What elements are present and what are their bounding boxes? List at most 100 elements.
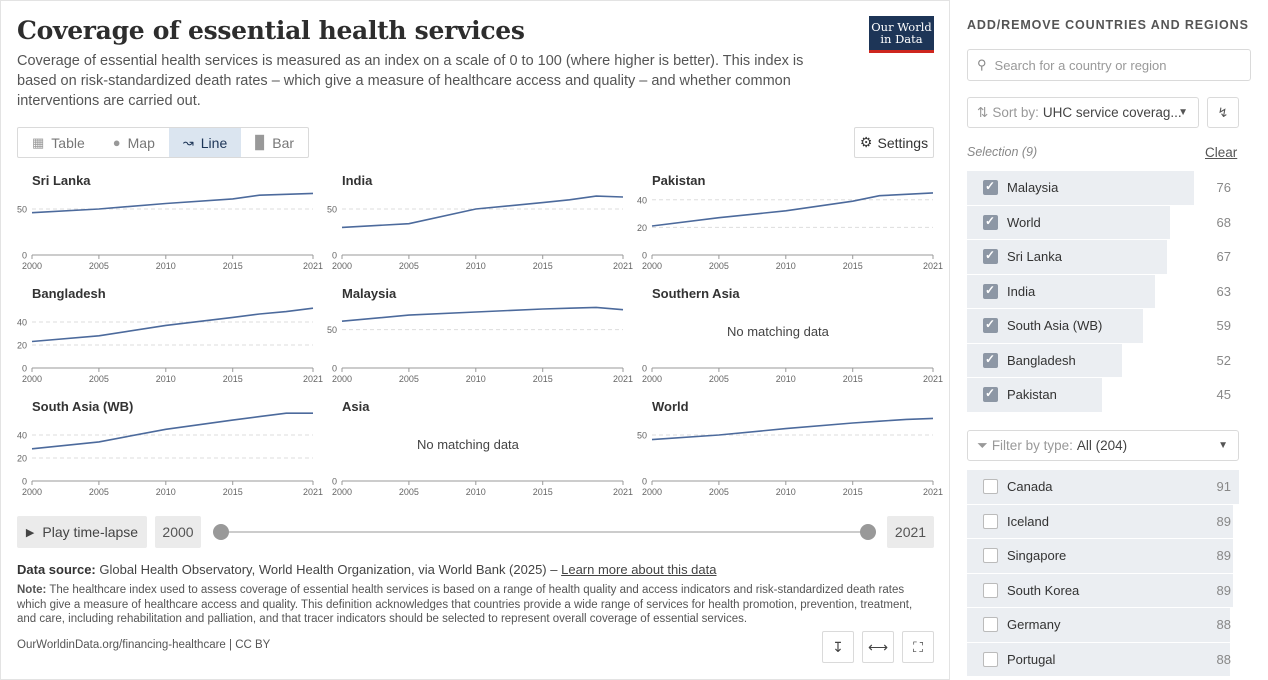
x-tick-label: 2010: [156, 374, 176, 384]
play-timelapse-button[interactable]: ▶ Play time-lapse: [17, 516, 147, 548]
x-tick-label: 2005: [709, 374, 729, 384]
x-tick-label: 2010: [156, 261, 176, 271]
filter-icon: ⏷: [977, 437, 988, 453]
list-item[interactable]: Portugal 88: [967, 642, 1239, 677]
checkbox-checked[interactable]: [983, 179, 998, 195]
chart-panel[interactable]: India 0 50 2000 2005 2010 2015 2021: [327, 173, 633, 273]
chart-panel[interactable]: Bangladesh 0 20 40 2000 2005 2010 2015 2021: [17, 286, 323, 386]
checkbox-checked[interactable]: [983, 386, 998, 402]
page-subtitle: Coverage of essential health services is…: [17, 53, 804, 109]
checkbox-unchecked[interactable]: [983, 582, 998, 598]
timeline-start-handle[interactable]: [213, 524, 229, 540]
share-button[interactable]: ⟷: [862, 631, 894, 663]
list-item[interactable]: Singapore 89: [967, 539, 1239, 574]
series-line: [31, 412, 313, 450]
fullscreen-button[interactable]: ⛶: [902, 631, 934, 663]
y-tick-label: 0: [332, 477, 337, 487]
y-tick-label: 0: [642, 364, 647, 374]
y-tick-label: 50: [327, 325, 337, 335]
sort-select[interactable]: ⇅ Sort by: UHC service coverag... ▼: [967, 97, 1199, 128]
source-text: Global Health Observatory, World Health …: [99, 562, 558, 577]
checkbox-checked[interactable]: [983, 317, 998, 333]
learn-more-link[interactable]: Learn more about this data: [561, 562, 717, 577]
series-line: [31, 307, 314, 343]
checkbox-checked[interactable]: [983, 352, 998, 368]
panel-title: Asia: [342, 399, 370, 414]
filter-select[interactable]: ⏷ Filter by type: All (204) ▼: [967, 430, 1239, 461]
checkbox-unchecked[interactable]: [983, 651, 998, 667]
list-item[interactable]: Malaysia 76: [967, 171, 1239, 206]
panel-svg: 0 50 2000 2005 2010 2015 2021: [327, 306, 633, 384]
end-year-box[interactable]: 2021: [887, 516, 934, 548]
sort-label: Sort by:: [992, 105, 1039, 120]
x-tick-label: 2005: [89, 487, 109, 497]
x-tick-label: 2000: [22, 374, 42, 384]
list-item[interactable]: World 68: [967, 205, 1239, 240]
timeline-end-handle[interactable]: [860, 524, 876, 540]
view-tabs: ▦ Table ● Map ↝ Line ▉ Bar: [17, 127, 310, 158]
timeline-track[interactable]: [221, 531, 868, 533]
tab-map[interactable]: ● Map: [99, 128, 169, 157]
checkbox-unchecked[interactable]: [983, 617, 998, 632]
country-value: 45: [1216, 387, 1231, 402]
start-year-box[interactable]: 2000: [155, 516, 201, 548]
chart-panel[interactable]: Malaysia 0 50 2000 2005 2010 2015 2021: [327, 286, 633, 386]
list-item[interactable]: Iceland 89: [967, 504, 1239, 539]
sidebar-heading: ADD/REMOVE COUNTRIES AND REGIONS: [967, 18, 1249, 32]
checkbox-unchecked[interactable]: [983, 513, 998, 529]
tab-line[interactable]: ↝ Line: [168, 128, 242, 157]
list-item[interactable]: Sri Lanka 67: [967, 240, 1239, 275]
value-bar: [967, 470, 1239, 504]
list-item[interactable]: Bangladesh 52: [967, 343, 1239, 378]
x-tick-label: 2005: [399, 487, 419, 497]
clear-button[interactable]: Clear: [1205, 145, 1238, 160]
x-tick-label: 2021: [613, 487, 633, 497]
list-item[interactable]: Canada 91: [967, 470, 1239, 505]
gear-icon: ⚙: [859, 134, 873, 150]
series-line: [31, 192, 314, 214]
chart-panel[interactable]: Asia 0 2000 2005 2010 2015 2021 No matching dat…: [327, 399, 633, 499]
chart-panel[interactable]: South Asia (WB) 0 20 40 2000 2005 2010 2015 2021: [17, 399, 323, 499]
x-tick-label: 2010: [466, 374, 486, 384]
settings-button[interactable]: ⚙ Settings: [854, 127, 934, 158]
panel-title: Southern Asia: [652, 286, 740, 301]
list-item[interactable]: Pakistan 45: [967, 378, 1239, 413]
checkbox-checked[interactable]: [983, 248, 998, 264]
x-tick-label: 2021: [923, 487, 943, 497]
x-tick-label: 2000: [332, 374, 352, 384]
checkbox-unchecked[interactable]: [983, 548, 998, 563]
panel-title: South Asia (WB): [32, 399, 134, 414]
x-tick-label: 2010: [466, 261, 486, 271]
country-value: 67: [1216, 249, 1231, 264]
checkbox-unchecked[interactable]: [983, 479, 998, 494]
selection-count: Selection (9): [967, 145, 1038, 159]
checkbox-checked[interactable]: [983, 283, 998, 299]
series-line: [651, 192, 934, 227]
footer-url[interactable]: OurWorldinData.org/financing-healthcare …: [17, 639, 271, 651]
panel-svg: 0 50 2000 2005 2010 2015 2021: [327, 195, 633, 271]
value-bar: [967, 274, 1156, 308]
chart-panel[interactable]: Pakistan 0 20 40 2000 2005 2010 2015 2021: [637, 173, 943, 273]
list-item[interactable]: India 63: [967, 274, 1239, 309]
list-item[interactable]: South Korea 89: [967, 573, 1239, 608]
chart-panel[interactable]: Southern Asia 0 2000 2005 2010 2015 2021 No mat…: [637, 286, 943, 386]
x-tick-label: 2015: [843, 261, 863, 271]
chart-panel[interactable]: Sri Lanka 0 50 2000 2005 2010 2015 2021: [17, 173, 323, 273]
search-input[interactable]: ⚲ Search for a country or region: [967, 49, 1251, 81]
sort-order-button[interactable]: ↯: [1207, 97, 1239, 128]
download-button[interactable]: ↧: [822, 631, 854, 663]
y-tick-label: 0: [22, 251, 27, 261]
chart-panel[interactable]: World 0 50 2000 2005 2010 2015 2021: [637, 399, 943, 499]
owid-logo[interactable]: Our World in Data: [869, 16, 934, 53]
list-item[interactable]: Germany 88: [967, 608, 1239, 643]
download-icon: ↧: [832, 638, 844, 655]
checkbox-checked[interactable]: [983, 214, 998, 230]
tab-table[interactable]: ▦ Table: [18, 128, 99, 157]
tab-bar[interactable]: ▉ Bar: [241, 128, 308, 157]
x-tick-label: 2015: [223, 487, 243, 497]
y-tick-label: 50: [17, 205, 27, 215]
sort-value: UHC service coverag...: [1042, 105, 1182, 120]
x-tick-label: 2015: [223, 374, 243, 384]
x-tick-label: 2000: [22, 487, 42, 497]
list-item[interactable]: South Asia (WB) 59: [967, 309, 1239, 344]
